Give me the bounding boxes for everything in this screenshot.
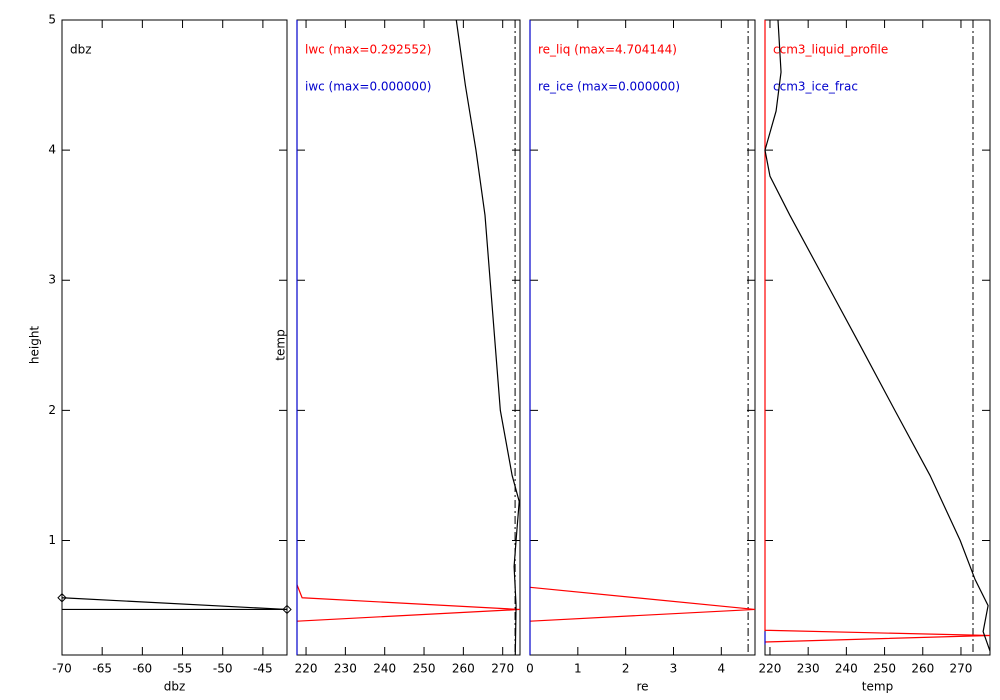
legend-label: re_ice (max=0.000000) bbox=[538, 80, 680, 94]
x-tick-label: -50 bbox=[213, 662, 233, 676]
x-tick-label: 0 bbox=[526, 662, 534, 676]
legend-label: iwc (max=0.000000) bbox=[305, 80, 431, 94]
data-line bbox=[529, 586, 756, 622]
x-tick-label: 250 bbox=[873, 662, 896, 676]
data-line bbox=[61, 597, 288, 611]
data-line bbox=[455, 19, 520, 656]
data-marker bbox=[57, 593, 67, 603]
x-tick-label: 4 bbox=[718, 662, 726, 676]
x-axis-label: dbz bbox=[164, 680, 186, 694]
y-axis-label: height bbox=[28, 326, 42, 365]
x-tick-label: 270 bbox=[491, 662, 514, 676]
x-tick-label: 240 bbox=[373, 662, 396, 676]
x-axis-label: temp bbox=[862, 680, 893, 694]
x-tick-label: -65 bbox=[92, 662, 112, 676]
y-tick-label: 2 bbox=[48, 403, 56, 417]
data-line bbox=[296, 584, 521, 622]
data-line bbox=[764, 19, 991, 652]
legend-label: dbz bbox=[70, 43, 92, 57]
plot-frame bbox=[529, 19, 756, 656]
legend-label: re_liq (max=4.704144) bbox=[538, 43, 677, 57]
x-tick-label: 270 bbox=[950, 662, 973, 676]
x-tick-label: -60 bbox=[133, 662, 153, 676]
x-tick-label: 260 bbox=[452, 662, 475, 676]
y-tick-label: 1 bbox=[48, 533, 56, 547]
legend-label: lwc (max=0.292552) bbox=[305, 43, 431, 57]
y-tick-label: 3 bbox=[48, 273, 56, 287]
plot-frame bbox=[61, 19, 288, 656]
x-tick-label: 1 bbox=[574, 662, 582, 676]
x-tick-label: 220 bbox=[295, 662, 318, 676]
y-tick-label: 5 bbox=[48, 13, 56, 27]
data-marker bbox=[282, 604, 292, 615]
legend-label: ccm3_ice_frac bbox=[773, 80, 858, 94]
x-tick-label: 260 bbox=[911, 662, 934, 676]
y-axis-label: temp bbox=[274, 329, 288, 360]
y-tick-label: 4 bbox=[48, 143, 56, 157]
x-tick-label: 230 bbox=[334, 662, 357, 676]
x-tick-label: 250 bbox=[413, 662, 436, 676]
x-tick-label: 3 bbox=[670, 662, 678, 676]
x-tick-label: -70 bbox=[52, 662, 72, 676]
x-tick-label: -45 bbox=[253, 662, 273, 676]
x-axis-label: re bbox=[636, 680, 648, 694]
x-tick-label: 220 bbox=[759, 662, 782, 676]
plot-frame bbox=[296, 19, 521, 656]
x-tick-label: 230 bbox=[797, 662, 820, 676]
legend-label: ccm3_liquid_profile bbox=[773, 43, 888, 57]
x-tick-label: 240 bbox=[835, 662, 858, 676]
data-line bbox=[764, 20, 991, 643]
x-tick-label: -55 bbox=[173, 662, 193, 676]
plot-frame bbox=[764, 19, 991, 656]
x-tick-label: 2 bbox=[622, 662, 630, 676]
